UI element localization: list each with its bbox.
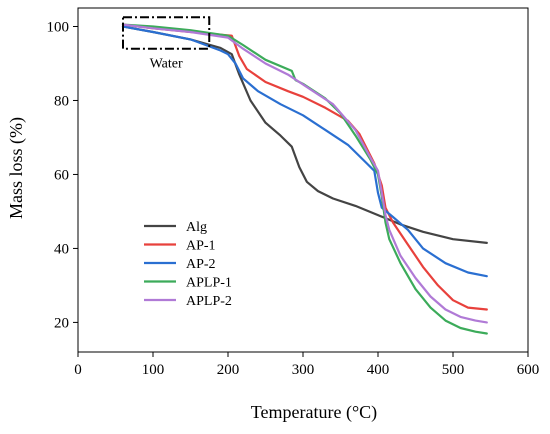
x-tick-label: 500 [442,362,465,378]
y-axis-label: Mass loss (%) [6,117,27,219]
annotation-label: Water [150,57,183,72]
y-tick-label: 80 [54,93,69,109]
y-tick-label: 40 [54,241,69,257]
y-tick-label: 60 [54,167,69,183]
x-tick-label: 100 [142,362,165,378]
series-line-alg [121,25,488,244]
y-tick-label: 100 [47,19,70,35]
x-tick-label: 600 [517,362,540,378]
x-axis-label: Temperature (°C) [251,402,377,423]
series-line-ap-2 [121,25,488,278]
x-tick-label: 400 [367,362,390,378]
legend-entry: AP-2 [186,257,216,272]
legend-entry: AP-1 [186,239,216,254]
annotation-box [122,16,211,50]
y-tick-label: 20 [54,315,69,331]
x-tick-label: 200 [217,362,240,378]
legend-entry: Alg [186,220,207,235]
legend-entry: APLP-1 [186,276,232,291]
series-line-ap-1 [121,23,488,311]
x-tick-label: 0 [74,362,82,378]
legend-entry: APLP-2 [186,294,232,309]
x-tick-label: 300 [292,362,315,378]
series-line-aplp-1 [121,23,488,335]
series-line-aplp-2 [121,23,488,324]
